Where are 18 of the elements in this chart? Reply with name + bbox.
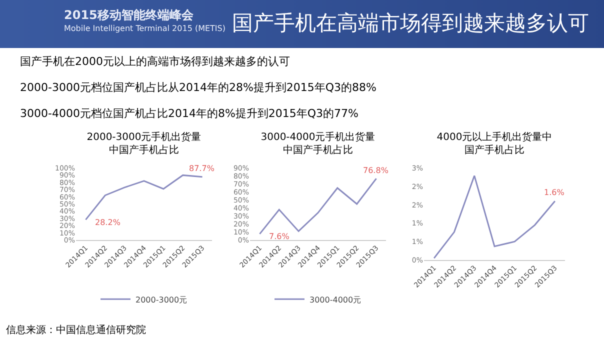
text: 国产手机在高端市场得到越来越多认可 — [232, 10, 589, 37]
line-series — [84, 174, 204, 220]
text: 3000-4000元档位国产机占比2014年的8%提升到2015年Q3的77% — [20, 106, 359, 121]
legend-label: 3000-4000元 — [310, 295, 362, 304]
chart-title: 3000-4000元手机出货量中国产手机占比 — [260, 131, 376, 157]
legend-label: 2000-3000元 — [136, 295, 188, 304]
data-label: 76.8% — [363, 166, 389, 175]
data-label: 28.2% — [95, 218, 121, 227]
data-label: 1.6% — [544, 188, 565, 197]
text: 国产手机在2000元以上的高端市场得到越来越多的认可 — [20, 54, 290, 69]
text: 2015移动智能终端峰会 Mobile Intelligent Terminal 2015 (METIS) — [64, 8, 226, 35]
chart-title: 2000-3000元手机出货量中国产手机占比 — [86, 131, 202, 157]
chart-title: 4000元以上手机出货量中国产手机占比 — [436, 131, 554, 157]
text: 2000-3000元档位国产机占比从2014年的28%提升到2015年Q3的88% — [20, 80, 377, 95]
text: 信息来源：中国信息通信研究院 — [6, 324, 146, 337]
data-label: 7.6% — [269, 232, 290, 241]
data-label: 87.7% — [189, 164, 215, 173]
line-series — [258, 178, 378, 235]
